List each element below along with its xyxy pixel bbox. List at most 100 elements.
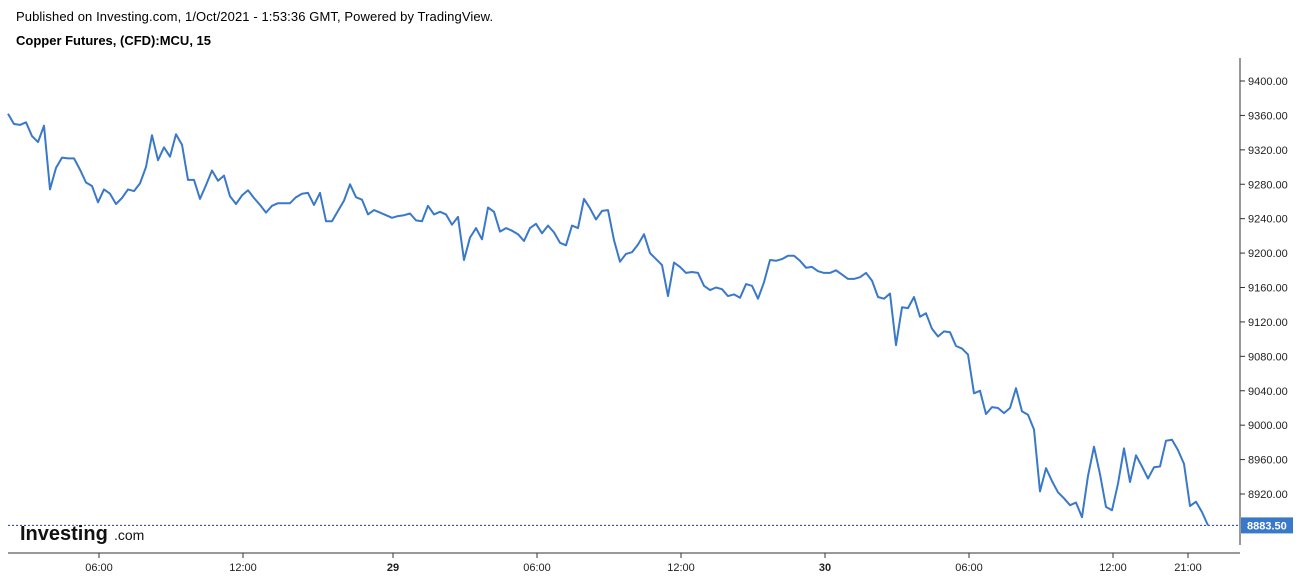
price-point xyxy=(1051,480,1053,482)
price-point xyxy=(1183,463,1185,465)
price-point xyxy=(793,255,795,257)
price-point xyxy=(181,144,183,146)
time-tick-label: 06:00 xyxy=(85,562,113,574)
price-point xyxy=(1003,412,1005,414)
price-point xyxy=(145,166,147,168)
price-point xyxy=(349,183,351,185)
logo-suffix: .com xyxy=(114,527,144,543)
price-point xyxy=(631,251,633,253)
price-point xyxy=(1009,407,1011,409)
price-point xyxy=(505,227,507,229)
price-point xyxy=(925,312,927,314)
price-point xyxy=(109,193,111,195)
price-axis: 8920.00 8960.00 9000.00 9040.00 9080.00 9120.… xyxy=(1239,58,1288,545)
price-point xyxy=(565,244,567,246)
price-point xyxy=(919,316,921,318)
price-point xyxy=(1147,478,1149,480)
price-series-line xyxy=(7,113,1209,526)
price-point xyxy=(283,202,285,204)
price-point xyxy=(373,209,375,211)
price-point xyxy=(55,167,57,169)
price-point xyxy=(295,196,297,198)
price-point xyxy=(547,225,549,227)
price-tick-label: 9080.00 xyxy=(1248,351,1288,363)
price-point xyxy=(61,157,63,159)
price-point xyxy=(625,253,627,255)
time-tick-label: 12:00 xyxy=(667,562,695,574)
price-point xyxy=(895,344,897,346)
price-point xyxy=(7,113,9,115)
last-price-badge: 8883.50 xyxy=(1241,517,1293,534)
price-tick-label: 8960.00 xyxy=(1248,455,1288,467)
price-point xyxy=(907,307,909,309)
price-point xyxy=(835,269,837,271)
price-point xyxy=(991,406,993,408)
price-point xyxy=(1123,447,1125,449)
price-point xyxy=(319,192,321,194)
symbol-title: Copper Futures, (CFD):MCU, 15 xyxy=(16,33,211,48)
price-point xyxy=(277,202,279,204)
price-point xyxy=(781,258,783,260)
price-point xyxy=(955,345,957,347)
price-point xyxy=(661,264,663,266)
price-point xyxy=(1021,410,1023,412)
price-point xyxy=(541,232,543,234)
price-point xyxy=(787,255,789,257)
price-point xyxy=(733,293,735,295)
price-point xyxy=(421,220,423,222)
price-point xyxy=(1033,429,1035,431)
price-point xyxy=(235,203,237,205)
price-point xyxy=(883,298,885,300)
price-point xyxy=(763,281,765,283)
price-point xyxy=(595,219,597,221)
price-point xyxy=(481,238,483,240)
price-point xyxy=(589,207,591,209)
price-point xyxy=(157,159,159,161)
price-point xyxy=(1153,466,1155,468)
price-point xyxy=(1135,454,1137,456)
price-point xyxy=(817,270,819,272)
price-point xyxy=(571,225,573,227)
price-point xyxy=(1207,524,1209,526)
price-point xyxy=(829,272,831,274)
price-point xyxy=(121,197,123,199)
price-point xyxy=(403,214,405,216)
price-point xyxy=(73,157,75,159)
time-tick-label: 29 xyxy=(387,562,399,574)
price-point xyxy=(79,169,81,171)
price-point xyxy=(1093,446,1095,448)
price-point xyxy=(1141,466,1143,468)
price-point xyxy=(727,295,729,297)
price-tick-label: 9120.00 xyxy=(1248,317,1288,329)
time-axis: 06:00 12:00 29 06:00 12:00 30 06:00 12:00 21:00 xyxy=(8,552,1240,574)
price-point xyxy=(535,223,537,225)
price-point xyxy=(703,285,705,287)
price-point xyxy=(151,134,153,136)
price-point xyxy=(553,231,555,233)
price-tick-label: 9360.00 xyxy=(1248,110,1288,122)
last-price-badge-bg xyxy=(1241,517,1293,534)
price-point xyxy=(223,175,225,177)
price-point xyxy=(1087,475,1089,477)
price-point xyxy=(409,213,411,215)
price-point xyxy=(289,202,291,204)
price-point xyxy=(859,276,861,278)
time-tick-label: 12:00 xyxy=(1099,562,1127,574)
price-point xyxy=(841,274,843,276)
price-point xyxy=(607,209,609,211)
price-point xyxy=(169,156,171,158)
price-point xyxy=(241,194,243,196)
price-point xyxy=(193,179,195,181)
price-point xyxy=(601,210,603,212)
price-point xyxy=(853,278,855,280)
price-point xyxy=(439,211,441,213)
logo-wordmark: Investing xyxy=(20,523,108,545)
price-point xyxy=(1027,414,1029,416)
price-point xyxy=(943,330,945,332)
price-point xyxy=(343,200,345,202)
time-tick-label: 21:00 xyxy=(1174,562,1202,574)
price-point xyxy=(175,133,177,135)
price-point xyxy=(19,124,21,126)
price-point xyxy=(433,213,435,215)
